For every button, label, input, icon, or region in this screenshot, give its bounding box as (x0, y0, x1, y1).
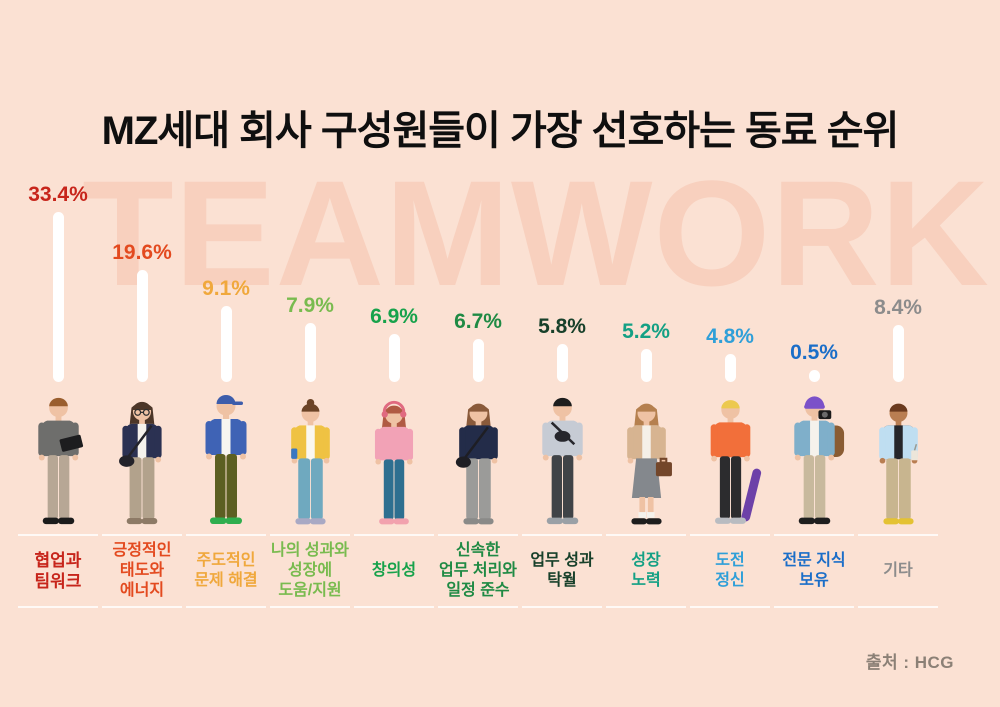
category-label: 업무 성과 탁월 (522, 534, 602, 608)
person-figure-woman-headphones (374, 400, 414, 525)
person-figure-woman-glasses-cardigan (119, 401, 162, 525)
chart-column: 5.8% 업무 성과 탁월 (520, 172, 604, 608)
bar-chart: 33.4% 협업과 팀워크 19.6% 긍정적인 태도와 에너지 9.1% 주도… (16, 172, 940, 608)
person-figure-woman-with-drink (878, 403, 918, 525)
value-label: 6.7% (454, 310, 502, 333)
category-label: 기타 (858, 534, 938, 608)
bar (556, 344, 568, 382)
chart-column: 0.5% 전문 지식 보유 (772, 172, 856, 608)
chart-column: 7.9% 나의 성과와 성장에 도움/지원 (268, 172, 352, 608)
page-title: MZ세대 회사 구성원들이 가장 선호하는 동료 순위 (101, 109, 900, 153)
bar (724, 354, 736, 382)
person-illustration (268, 382, 353, 534)
bar (808, 370, 820, 382)
person-illustration (14, 382, 103, 534)
person-figure-man-fanny-pack (541, 397, 583, 525)
value-label: 33.4% (28, 183, 88, 206)
bar (52, 212, 64, 382)
bar (640, 349, 652, 382)
category-label: 나의 성과와 성장에 도움/지원 (270, 534, 350, 608)
chart-column: 6.9% 창의성 (352, 172, 436, 608)
chart-column: 19.6% 긍정적인 태도와 에너지 (100, 172, 184, 608)
value-label: 0.5% (790, 341, 838, 364)
bar (304, 323, 316, 382)
person-figure-woman-navy-sweater (455, 403, 498, 525)
person-illustration (604, 382, 689, 534)
person-figure-woman-yellow-cardigan (290, 398, 330, 525)
bar (388, 334, 400, 382)
person-illustration (181, 382, 271, 534)
chart-column: 33.4% 협업과 팀워크 (16, 172, 100, 608)
person-illustration (436, 382, 521, 534)
category-label: 주도적인 문제 해결 (186, 534, 266, 608)
chart-column: 9.1% 주도적인 문제 해결 (184, 172, 268, 608)
bar (136, 270, 148, 382)
teamwork-watermark: TEAMWORK (82, 149, 990, 317)
category-label: 긍정적인 태도와 에너지 (102, 534, 182, 608)
person-illustration (352, 382, 436, 534)
chart-column: 4.8% 도전 정신 (688, 172, 772, 608)
person-figure-photographer-beanie (793, 396, 844, 525)
person-figure-man-blue-cap (205, 395, 247, 524)
person-figure-woman-briefcase (626, 403, 672, 525)
person-illustration (856, 382, 941, 534)
bar (220, 306, 232, 382)
value-label: 6.9% (370, 305, 418, 328)
person-figure-man-with-tablet (37, 397, 83, 525)
value-label: 4.8% (706, 325, 754, 348)
chart-column: 6.7% 신속한 업무 처리와 일정 준수 (436, 172, 520, 608)
person-illustration (770, 382, 859, 534)
chart-column: 8.4% 기타 (856, 172, 940, 608)
category-label: 협업과 팀워크 (18, 534, 98, 608)
value-label: 5.8% (538, 315, 586, 338)
category-label: 도전 정신 (690, 534, 770, 608)
value-label: 5.2% (622, 320, 670, 343)
person-illustration (687, 382, 774, 534)
bar (892, 325, 904, 382)
person-illustration (518, 382, 607, 534)
value-label: 9.1% (202, 277, 250, 300)
chart-column: 5.2% 성장 노력 (604, 172, 688, 608)
value-label: 7.9% (286, 294, 334, 317)
category-label: 창의성 (354, 534, 434, 608)
person-figure-skateboarder-orange-hoodie (710, 400, 761, 524)
value-label: 19.6% (112, 241, 172, 264)
category-label: 신속한 업무 처리와 일정 준수 (438, 534, 518, 608)
bar (472, 339, 484, 382)
person-illustration (99, 382, 185, 534)
category-label: 성장 노력 (606, 534, 686, 608)
category-label: 전문 지식 보유 (774, 534, 854, 608)
value-label: 8.4% (874, 296, 922, 319)
source-credit: 출처 : HCG (865, 653, 954, 672)
